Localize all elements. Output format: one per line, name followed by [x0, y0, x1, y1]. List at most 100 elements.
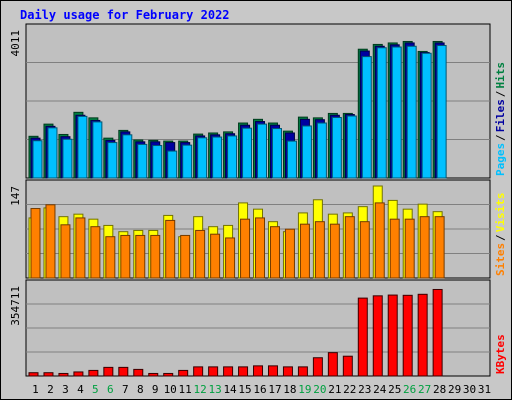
kbytes-bar-kbytes-day-20: [312, 357, 323, 377]
x-tick-label-day-17: 17: [268, 383, 281, 396]
visits-sites-bar-sites-day-23: [359, 221, 370, 279]
visits-sites-bar-sites-day-6: [105, 236, 116, 279]
legend-separator: /: [494, 134, 507, 141]
visits-sites-bar-sites-day-15: [240, 218, 251, 279]
visits-sites-panel: 147 Sites /Visits: [9, 179, 507, 279]
hits-files-pages-bar-pages-day-15: [242, 127, 253, 179]
x-tick-label-day-28: 28: [433, 383, 446, 396]
hits-files-pages-bar-pages-day-28: [436, 45, 447, 179]
hits-files-pages-bar-pages-day-8: [137, 143, 148, 179]
x-tick-label-day-26: 26: [403, 383, 416, 396]
visits-sites-bar-sites-day-17: [269, 226, 280, 279]
kbytes-ymax-label: 354711: [9, 286, 22, 326]
hits-files-pages-bar-pages-day-6: [107, 142, 118, 179]
legend-separator: /: [494, 234, 507, 241]
chart-panels: 4011Pages/Files/Hits147Sites/Visits35471…: [9, 23, 507, 396]
x-tick-label-day-8: 8: [137, 383, 144, 396]
hits-files-pages-bar-pages-day-11: [182, 144, 193, 179]
x-tick-label-day-25: 25: [388, 383, 401, 396]
legend-separator: /: [494, 91, 507, 98]
kbytes-bar-kbytes-day-21: [327, 352, 338, 377]
visits-sites-bar-sites-day-20: [314, 221, 325, 279]
kbytes-bar-kbytes-day-26: [402, 294, 413, 377]
hits-files-pages-bar-pages-day-10: [167, 150, 178, 179]
kbytes-bar-kbytes-day-27: [417, 293, 428, 377]
kbytes-bar-kbytes-day-23: [357, 297, 368, 377]
hits-files-pages-legend: Pages/Files/Hits: [494, 62, 507, 176]
x-tick-label-day-13: 13: [208, 383, 221, 396]
kbytes-bar-kbytes-day-14: [223, 366, 234, 377]
kbytes-bar-kbytes-day-24: [372, 295, 383, 377]
kbytes-bar-kbytes-day-8: [133, 368, 144, 377]
visits-sites-bar-sites-day-25: [389, 218, 400, 279]
visits-sites-bar-sites-day-28: [434, 216, 445, 279]
kbytes-bar-kbytes-day-4: [73, 371, 84, 377]
x-tick-label-day-23: 23: [358, 383, 371, 396]
visits-sites-bar-sites-day-21: [329, 223, 340, 279]
kbytes-panel: 354711 KBytes: [9, 279, 507, 377]
hits-files-pages-bar-pages-day-14: [227, 135, 238, 179]
hits-files-pages-bar-pages-day-2: [47, 127, 58, 179]
visits-sites-bar-sites-day-16: [255, 217, 266, 279]
hits-files-pages-bar-pages-day-4: [77, 115, 88, 179]
visits-sites-bar-sites-day-5: [90, 226, 101, 279]
visits-sites-bar-sites-day-8: [135, 234, 146, 279]
kbytes-bar-kbytes-day-18: [282, 366, 293, 377]
hits-files-pages-bar-pages-day-18: [286, 140, 297, 179]
visits-sites-bar-sites-day-7: [120, 234, 131, 279]
legend-kbytes: KBytes: [494, 334, 507, 374]
hits-files-pages-bar-pages-day-23: [361, 56, 372, 179]
visits-sites-bar-sites-day-27: [419, 216, 430, 279]
x-tick-label-day-31: 31: [478, 383, 491, 396]
hits-files-pages-bar-pages-day-5: [92, 121, 103, 179]
visits-sites-bar-sites-day-22: [344, 216, 355, 279]
hits-files-pages-bar-pages-day-20: [316, 122, 327, 179]
kbytes-bar-kbytes-day-17: [267, 365, 278, 377]
visits-sites-bar-sites-day-19: [299, 223, 310, 279]
visits-sites-bar-sites-day-12: [195, 229, 206, 279]
hits-files-pages-bar-pages-day-26: [406, 45, 417, 179]
visits-sites-bar-sites-day-1: [30, 208, 41, 279]
visits-sites-bar-sites-day-13: [210, 233, 221, 279]
legend-files: Files: [494, 99, 507, 132]
x-tick-label-day-30: 30: [463, 383, 476, 396]
visits-sites-bar-sites-day-4: [75, 217, 86, 279]
x-tick-label-day-18: 18: [283, 383, 296, 396]
hits-files-pages-bar-pages-day-7: [122, 134, 133, 179]
x-tick-label-day-3: 3: [62, 383, 69, 396]
kbytes-bar-kbytes-day-5: [88, 369, 99, 377]
kbytes-bar-kbytes-day-3: [58, 372, 69, 377]
x-tick-label-day-4: 4: [77, 383, 84, 396]
kbytes-bar-kbytes-day-13: [208, 366, 219, 377]
kbytes-bar-kbytes-day-11: [178, 369, 189, 377]
x-tick-label-day-11: 11: [179, 383, 192, 396]
hits-files-pages-bar-pages-day-19: [301, 125, 312, 179]
kbytes-bar-kbytes-day-1: [28, 372, 39, 377]
visits-sites-legend: Sites /Visits: [494, 193, 507, 277]
hits-files-pages-bar-pages-day-9: [152, 145, 163, 179]
visits-sites-bar-sites-day-10: [165, 219, 176, 279]
chart-title: Daily usage for February 2022: [20, 8, 230, 22]
visits-sites-bar-sites-day-11: [180, 234, 191, 279]
kbytes-bar-kbytes-day-28: [432, 288, 443, 377]
visits-sites-bar-sites-day-14: [225, 237, 236, 279]
x-tick-label-day-27: 27: [418, 383, 431, 396]
legend-hits: Hits: [494, 62, 507, 89]
hits-files-pages-bar-pages-day-3: [62, 138, 73, 179]
hits-files-pages-bar-pages-day-27: [421, 52, 432, 179]
hits-files-pages-bar-pages-day-24: [376, 47, 387, 179]
hits-files-pages-bar-pages-day-25: [391, 46, 402, 179]
kbytes-bar-kbytes-day-19: [297, 366, 308, 377]
visits-sites-bar-sites-day-3: [60, 224, 71, 279]
visits-sites-ymax-label: 147: [9, 186, 22, 206]
hits-files-pages-bar-pages-day-13: [212, 136, 223, 179]
kbytes-bar-kbytes-day-7: [118, 366, 129, 377]
x-tick-label-day-21: 21: [328, 383, 341, 396]
kbytes-bar-kbytes-day-9: [148, 372, 159, 377]
x-tick-label-day-19: 19: [298, 383, 311, 396]
legend-pages: Pages: [494, 143, 507, 176]
kbytes-bar-kbytes-day-10: [163, 372, 174, 377]
x-tick-label-day-5: 5: [92, 383, 99, 396]
